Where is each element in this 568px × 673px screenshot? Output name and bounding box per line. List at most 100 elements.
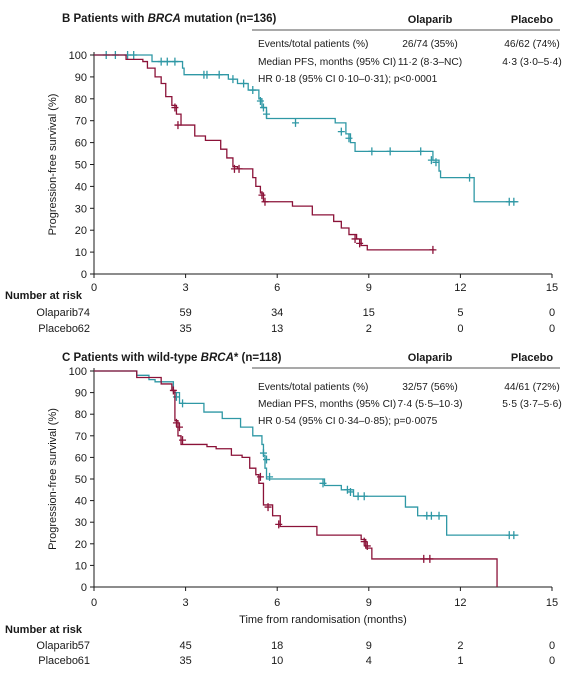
panel-title: B Patients with BRCA mutation (n=136) xyxy=(62,13,277,25)
y-tick-label: 40 xyxy=(75,496,87,508)
y-tick-label: 20 xyxy=(75,539,87,551)
risk-value: 74 xyxy=(78,307,90,319)
censor-mark-olaparib xyxy=(386,147,394,156)
censor-mark-olaparib xyxy=(249,86,257,95)
stats-olaparib-value: 11·2 (8·3–NC) xyxy=(398,57,462,68)
x-tick-label: 3 xyxy=(183,597,189,609)
y-tick-label: 70 xyxy=(75,116,87,128)
risk-value: 5 xyxy=(457,307,463,319)
censor-mark-olaparib xyxy=(171,57,179,66)
stats-header-placebo: Placebo xyxy=(511,352,553,364)
censor-mark-placebo xyxy=(275,520,283,529)
censor-mark-placebo xyxy=(429,245,437,254)
y-tick-label: 0 xyxy=(81,269,87,281)
censor-mark-placebo xyxy=(256,472,264,481)
panel-title: C Patients with wild-type BRCA* (n=118) xyxy=(62,352,282,364)
x-tick-label: 15 xyxy=(546,282,558,294)
risk-value: 0 xyxy=(549,640,555,652)
x-tick-label: 0 xyxy=(91,282,97,294)
censor-mark-placebo xyxy=(179,436,187,445)
censor-mark-placebo xyxy=(175,423,183,432)
censor-mark-olaparib xyxy=(432,158,440,167)
title-post: mutation (n=136) xyxy=(181,13,277,25)
censor-mark-placebo xyxy=(360,537,368,546)
risk-value: 61 xyxy=(78,655,90,667)
censor-mark-olaparib xyxy=(510,197,518,206)
title-pre: Patients with xyxy=(74,13,148,25)
censor-mark-placebo xyxy=(356,239,364,248)
stats-placebo-value: 5·5 (3·7–5·6) xyxy=(502,399,561,410)
risk-row-label: Placebo xyxy=(38,323,78,335)
censor-mark-olaparib xyxy=(215,70,223,79)
censor-mark-placebo xyxy=(351,234,359,243)
stats-placebo-value: 44/61 (72%) xyxy=(504,382,560,393)
x-axis-label: Time from randomisation (months) xyxy=(239,614,407,626)
censor-mark-olaparib xyxy=(229,75,237,84)
panel-c: C Patients with wild-type BRCA* (n=118) 0… xyxy=(5,352,562,667)
risk-value: 0 xyxy=(549,655,555,667)
x-tick-label: 12 xyxy=(454,282,466,294)
title-em: BRCA xyxy=(201,352,234,364)
censor-mark-olaparib xyxy=(345,134,353,143)
risk-value: 13 xyxy=(271,323,283,335)
stats-header-olaparib: Olaparib xyxy=(408,14,453,26)
censor-mark-olaparib xyxy=(259,449,267,458)
risk-value: 34 xyxy=(271,307,283,319)
stats-row-label: Events/total patients (%) xyxy=(258,382,368,393)
censor-mark-placebo xyxy=(264,503,272,512)
x-tick-label: 0 xyxy=(91,597,97,609)
censor-mark-olaparib xyxy=(346,487,354,496)
risk-value: 4 xyxy=(366,655,372,667)
risk-value: 59 xyxy=(179,307,191,319)
censor-mark-placebo xyxy=(171,103,179,112)
y-tick-label: 10 xyxy=(75,560,87,572)
stats-row-label: Median PFS, months (95% CI) xyxy=(258,57,396,68)
y-tick-label: 80 xyxy=(75,94,87,106)
stats-olaparib-value: 26/74 (35%) xyxy=(402,39,458,50)
y-tick-label: 60 xyxy=(75,452,87,464)
panel-letter: B xyxy=(62,13,74,25)
censor-mark-placebo xyxy=(420,554,428,563)
y-tick-label: 60 xyxy=(75,138,87,150)
stats-hazard-ratio: HR 0·54 (95% CI 0·34–0·85); p=0·0075 xyxy=(258,416,438,427)
risk-value: 15 xyxy=(363,307,375,319)
panel-letter: C xyxy=(62,352,74,364)
stats-header-olaparib: Olaparib xyxy=(408,352,453,364)
risk-value: 35 xyxy=(179,323,191,335)
censor-mark-olaparib xyxy=(466,173,474,182)
censor-mark-placebo xyxy=(174,121,182,130)
y-tick-label: 0 xyxy=(81,582,87,594)
stats-olaparib-value: 7·4 (5·5–10·3) xyxy=(397,399,462,410)
censor-mark-placebo xyxy=(169,386,177,395)
censor-mark-olaparib xyxy=(266,472,274,481)
risk-row-label: Placebo xyxy=(38,655,78,667)
y-axis-label: Progression-free survival (%) xyxy=(47,94,59,236)
x-tick-label: 12 xyxy=(454,597,466,609)
y-axis-label: Progression-free survival (%) xyxy=(47,408,59,550)
censor-mark-olaparib xyxy=(427,156,435,165)
y-tick-label: 50 xyxy=(75,160,87,172)
x-tick-label: 6 xyxy=(274,282,280,294)
censor-mark-olaparib xyxy=(256,96,264,105)
panel-b: B Patients with BRCA mutation (n=136) 0 10… xyxy=(5,13,562,335)
y-tick-label: 90 xyxy=(75,72,87,84)
censor-mark-placebo xyxy=(363,541,371,550)
risk-header: Number at risk xyxy=(5,624,83,636)
risk-value: 35 xyxy=(179,655,191,667)
censor-mark-placebo xyxy=(426,554,434,563)
censor-mark-placebo xyxy=(261,197,269,206)
stats-header-placebo: Placebo xyxy=(511,14,553,26)
censor-mark-olaparib xyxy=(292,118,300,127)
risk-value: 62 xyxy=(78,323,90,335)
censor-mark-olaparib xyxy=(263,455,271,464)
censor-mark-olaparib xyxy=(259,103,267,112)
x-tick-label: 3 xyxy=(183,282,189,294)
stats-olaparib-value: 32/57 (56%) xyxy=(402,382,458,393)
km-curve-olaparib xyxy=(94,370,519,536)
risk-header: Number at risk xyxy=(5,290,83,302)
censor-mark-olaparib xyxy=(417,147,425,156)
risk-value: 0 xyxy=(549,307,555,319)
y-tick-label: 30 xyxy=(75,517,87,529)
x-tick-label: 6 xyxy=(274,597,280,609)
